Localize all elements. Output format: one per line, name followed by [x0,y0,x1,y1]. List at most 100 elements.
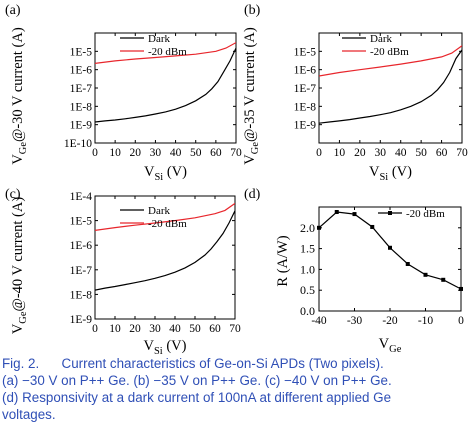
chart-panel-1: (a) 0 10 20 30 40 50 60 70 1E-10 1E-9 1E-8 1E-7 1E-6 1… [5,3,242,183]
y-tick-label: 1E-5 [294,46,317,58]
series-line-1 [319,49,462,124]
y-tick-label: 1E-6 [70,65,93,77]
y-tick-label: 1E-10 [64,138,92,150]
legend-entry: -20 dBm [148,46,187,58]
data-point [405,261,410,266]
legend-entry: Dark [370,33,392,45]
figure-caption: Fig. 2. Current characteristics of Ge-on… [2,355,472,423]
chart-panel-3: (c) 0 10 20 30 40 50 60 70 1E-9 1E-8 1E-7 1E-6 1E-5 1E… [5,187,241,354]
x-tick-label: 70 [229,323,241,335]
x-tick-label: 10 [109,147,121,159]
data-point [459,286,463,291]
y-tick-label: 1E-4 [70,191,93,203]
x-tick-label: 70 [230,147,242,159]
x-tick-label: 60 [209,323,221,335]
series-line-2 [95,42,236,64]
y-tick-label: 1E-9 [294,120,317,132]
x-tick-label: 60 [210,147,222,159]
y-axis-label: R (A/W) [275,235,291,286]
caption-line-3: (d) Responsivity at a dark current of 10… [2,390,392,405]
data-point [317,225,321,230]
x-tick-label: 40 [169,323,181,335]
x-tick-label: 40 [170,147,182,159]
y-tick-label: 1E-9 [70,120,93,132]
series-line-1 [319,211,461,290]
legend-entry: -20 dBm [148,218,187,230]
data-point [441,277,446,282]
x-tick-label: 50 [189,323,201,335]
data-point [352,212,357,217]
y-tick-label: 1E-5 [70,216,93,228]
legend-entry: -20 dBm [406,208,445,220]
y-tick-label: 1E-8 [70,101,93,113]
y-axis-label: VGe@-35 V current (A) [242,27,261,165]
x-axis-label: VSi (V) [369,164,412,183]
y-tick-label: 0.5 [300,283,315,297]
x-tick-label: 0 [458,315,464,327]
data-point [334,209,339,214]
y-tick-label: 1E-7 [70,83,93,95]
x-axis-label: VSi (V) [144,164,187,183]
caption-line-1: Fig. 2. Current characteristics of Ge-on… [2,355,472,372]
plot-frame [318,206,462,312]
chart-panel-4: (d) -40 -30 -20 -10 0 0.0 0.5 1.0 1.5 2.0 R (A/W) VG… [244,187,464,354]
y-tick-label: 1E-6 [294,65,317,77]
y-tick-label: 1E-9 [70,314,93,326]
plot-frame [94,195,236,320]
series-line-2 [95,202,235,231]
x-tick-label: 0 [316,147,322,159]
y-tick-label: 1E-7 [294,83,317,95]
y-tick-label: 2.0 [300,221,315,235]
x-tick-label: 30 [150,147,162,159]
x-tick-label: 40 [395,147,407,159]
caption-fig-label: Fig. 2. [2,356,40,371]
x-tick-label: 60 [436,147,448,159]
panel-label: (c) [5,187,21,202]
data-point [388,245,392,250]
x-tick-label: 10 [334,147,346,159]
panel-label: (a) [5,3,21,18]
x-tick-label: 30 [375,147,387,159]
y-tick-label: 1E-6 [70,240,93,252]
x-tick-label: -40 [311,315,327,327]
y-tick-label: 1E-5 [70,46,93,58]
y-axis-label: VGe@-40 V current (A) [10,197,29,335]
y-tick-label: 1E-8 [70,289,93,301]
chart-panel-2: (b) 0 10 20 30 40 50 60 70 1E-9 1E-8 1E-7 1E-6 1E-5 VG… [242,3,468,183]
x-tick-label: -20 [382,315,398,327]
y-axis-label: VGe@-30 V current (A) [10,27,29,165]
series-line-1 [95,210,235,291]
legend-entry: Dark [148,33,170,45]
data-point [423,272,428,277]
x-tick-label: -10 [418,315,434,327]
x-tick-label: 20 [130,147,142,159]
y-tick-label: 1E-8 [294,101,317,113]
x-tick-label: 0 [92,147,98,159]
panel-label: (b) [244,3,261,18]
x-tick-label: 20 [354,147,366,159]
caption-line-2: (a) −30 V on P++ Ge. (b) −35 V on P++ Ge… [2,373,392,388]
legend-marker [388,211,392,215]
x-axis-label: VGe [379,336,402,354]
figure-canvas: (a) 0 10 20 30 40 50 60 70 1E-10 1E-9 1E-8 1E-7 1E-6 1… [5,3,468,354]
caption-line-4: voltages. [2,407,56,422]
legend-entry: -20 dBm [370,46,409,58]
x-axis-label: VSi (V) [144,338,187,354]
y-tick-label: 1.5 [300,242,315,256]
x-tick-label: 0 [92,323,98,335]
y-tick-label: 1.0 [300,262,315,276]
x-tick-label: 20 [129,323,141,335]
series-line-1 [95,47,236,123]
x-tick-label: 70 [456,147,468,159]
x-tick-label: 50 [415,147,427,159]
data-point [370,224,375,229]
y-tick-label: 0.0 [300,304,315,318]
x-tick-label: 30 [149,323,161,335]
y-tick-label: 1E-7 [70,265,93,277]
series-line-2 [319,45,462,77]
x-tick-label: 50 [190,147,202,159]
legend-entry: Dark [148,205,170,217]
x-tick-label: -30 [347,315,363,327]
panel-label: (d) [244,187,261,202]
x-tick-label: 10 [109,323,121,335]
